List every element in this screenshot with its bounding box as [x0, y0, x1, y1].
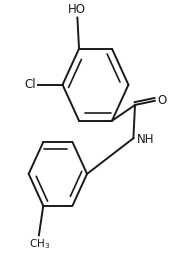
Text: NH: NH: [137, 133, 155, 146]
Text: HO: HO: [67, 3, 85, 15]
Text: Cl: Cl: [25, 78, 36, 91]
Text: CH$_3$: CH$_3$: [29, 237, 50, 251]
Text: O: O: [157, 94, 167, 107]
